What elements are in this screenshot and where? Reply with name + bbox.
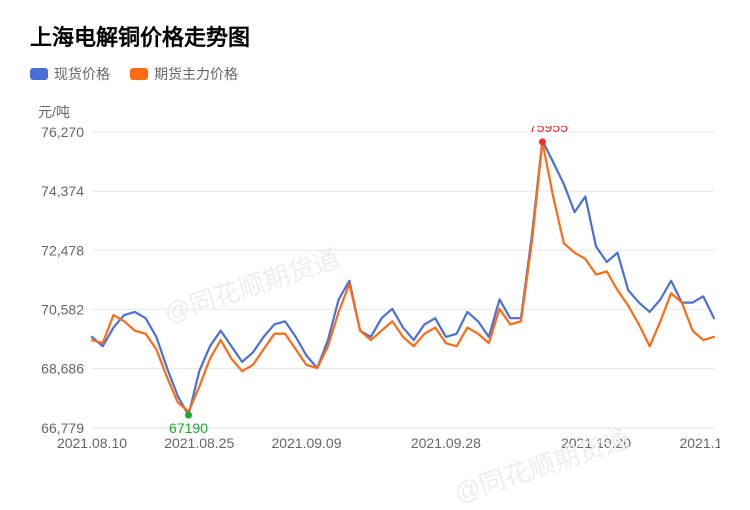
svg-text:74,374: 74,374	[41, 183, 84, 199]
legend-swatch-spot	[30, 68, 48, 80]
svg-text:75955: 75955	[529, 126, 568, 135]
legend: 现货价格 期货主力价格	[30, 64, 720, 84]
svg-text:66,779: 66,779	[41, 420, 84, 436]
svg-text:2021.10.20: 2021.10.20	[561, 435, 631, 451]
legend-swatch-futures	[130, 68, 148, 80]
chart-svg: 66,779 68,686 70,582 72,478 74,374 76,270 2021…	[30, 126, 720, 456]
svg-text:2021.09.28: 2021.09.28	[411, 435, 481, 451]
legend-label-futures: 期货主力价格	[154, 64, 238, 84]
legend-label-spot: 现货价格	[54, 64, 110, 84]
svg-text:72,478: 72,478	[41, 242, 84, 258]
svg-text:2021.11.05: 2021.11.05	[679, 435, 720, 451]
svg-text:70,582: 70,582	[41, 301, 84, 317]
plot-area: @同花顺期货通 @同花顺期货通 66,77968,68670,58272,478…	[30, 126, 720, 456]
chart-container: 上海电解铜价格走势图 现货价格 期货主力价格 元/吨 @同花顺期货通 @同花顺期…	[0, 0, 750, 510]
svg-text:2021.08.10: 2021.08.10	[57, 435, 127, 451]
svg-text:2021.08.25: 2021.08.25	[164, 435, 234, 451]
y-axis-unit: 元/吨	[38, 102, 720, 122]
svg-text:68,686: 68,686	[41, 361, 84, 377]
svg-text:67190: 67190	[169, 420, 208, 436]
legend-item-spot: 现货价格	[30, 64, 110, 84]
svg-text:76,270: 76,270	[41, 126, 84, 140]
legend-item-futures: 期货主力价格	[130, 64, 238, 84]
svg-text:2021.09.09: 2021.09.09	[271, 435, 341, 451]
chart-title: 上海电解铜价格走势图	[30, 20, 720, 52]
